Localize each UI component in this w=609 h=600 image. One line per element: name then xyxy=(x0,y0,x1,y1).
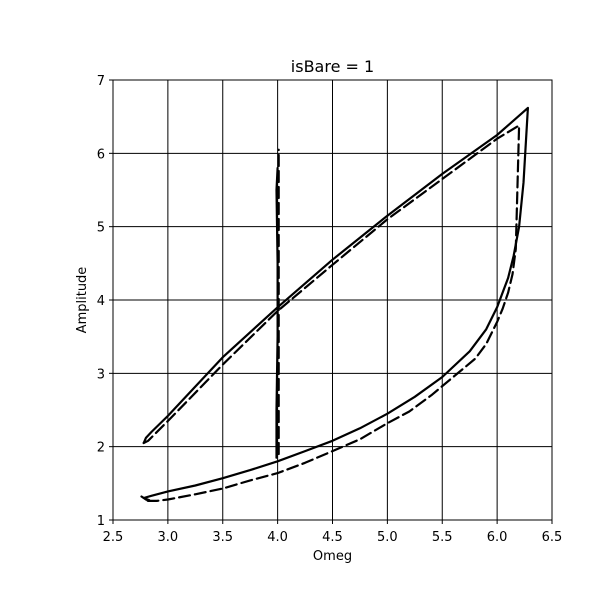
series-line-solid-0 xyxy=(142,106,530,502)
y-tick-label: 2 xyxy=(97,441,105,456)
x-tick-label: 3.5 xyxy=(212,530,233,545)
x-tick-label: 6.5 xyxy=(542,530,563,545)
x-tick-label: 3.0 xyxy=(158,530,179,545)
x-tick-label: 4.5 xyxy=(322,530,343,545)
x-tick-label: 4.0 xyxy=(267,530,288,545)
x-tick-label: 2.5 xyxy=(103,530,124,545)
y-tick-label: 1 xyxy=(97,514,105,529)
chart-title: isBare = 1 xyxy=(291,57,374,76)
y-tick-label: 4 xyxy=(97,294,105,309)
y-tick-label: 7 xyxy=(97,74,105,89)
y-axis-label: Amplitude xyxy=(75,267,90,334)
x-axis-label: Omeg xyxy=(313,549,352,564)
x-tick-label: 5.0 xyxy=(377,530,398,545)
x-tick-label: 5.5 xyxy=(432,530,453,545)
y-tick-label: 3 xyxy=(97,367,105,382)
ticks: 2.5 3.0 3.5 4.0 4.5 5.0 5.5 6.0 6.5 1 2 3 4 5 6 7 xyxy=(97,74,563,545)
series-layer xyxy=(140,106,530,502)
x-tick-label: 6.0 xyxy=(487,530,508,545)
y-tick-label: 5 xyxy=(97,221,105,236)
y-tick-label: 6 xyxy=(97,147,105,162)
series-line-dashed-1 xyxy=(140,124,521,502)
series-line-solid-2 xyxy=(275,166,279,459)
